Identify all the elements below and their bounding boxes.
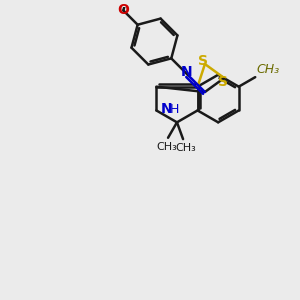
Text: N: N: [161, 102, 172, 116]
Text: CH₃: CH₃: [176, 143, 196, 153]
Text: H: H: [170, 103, 179, 116]
Text: O: O: [117, 3, 129, 17]
Text: CH₃: CH₃: [257, 63, 280, 76]
Text: S: S: [218, 74, 228, 88]
Text: N: N: [181, 65, 193, 79]
Text: S: S: [199, 54, 208, 68]
Text: CH₃: CH₃: [156, 142, 177, 152]
